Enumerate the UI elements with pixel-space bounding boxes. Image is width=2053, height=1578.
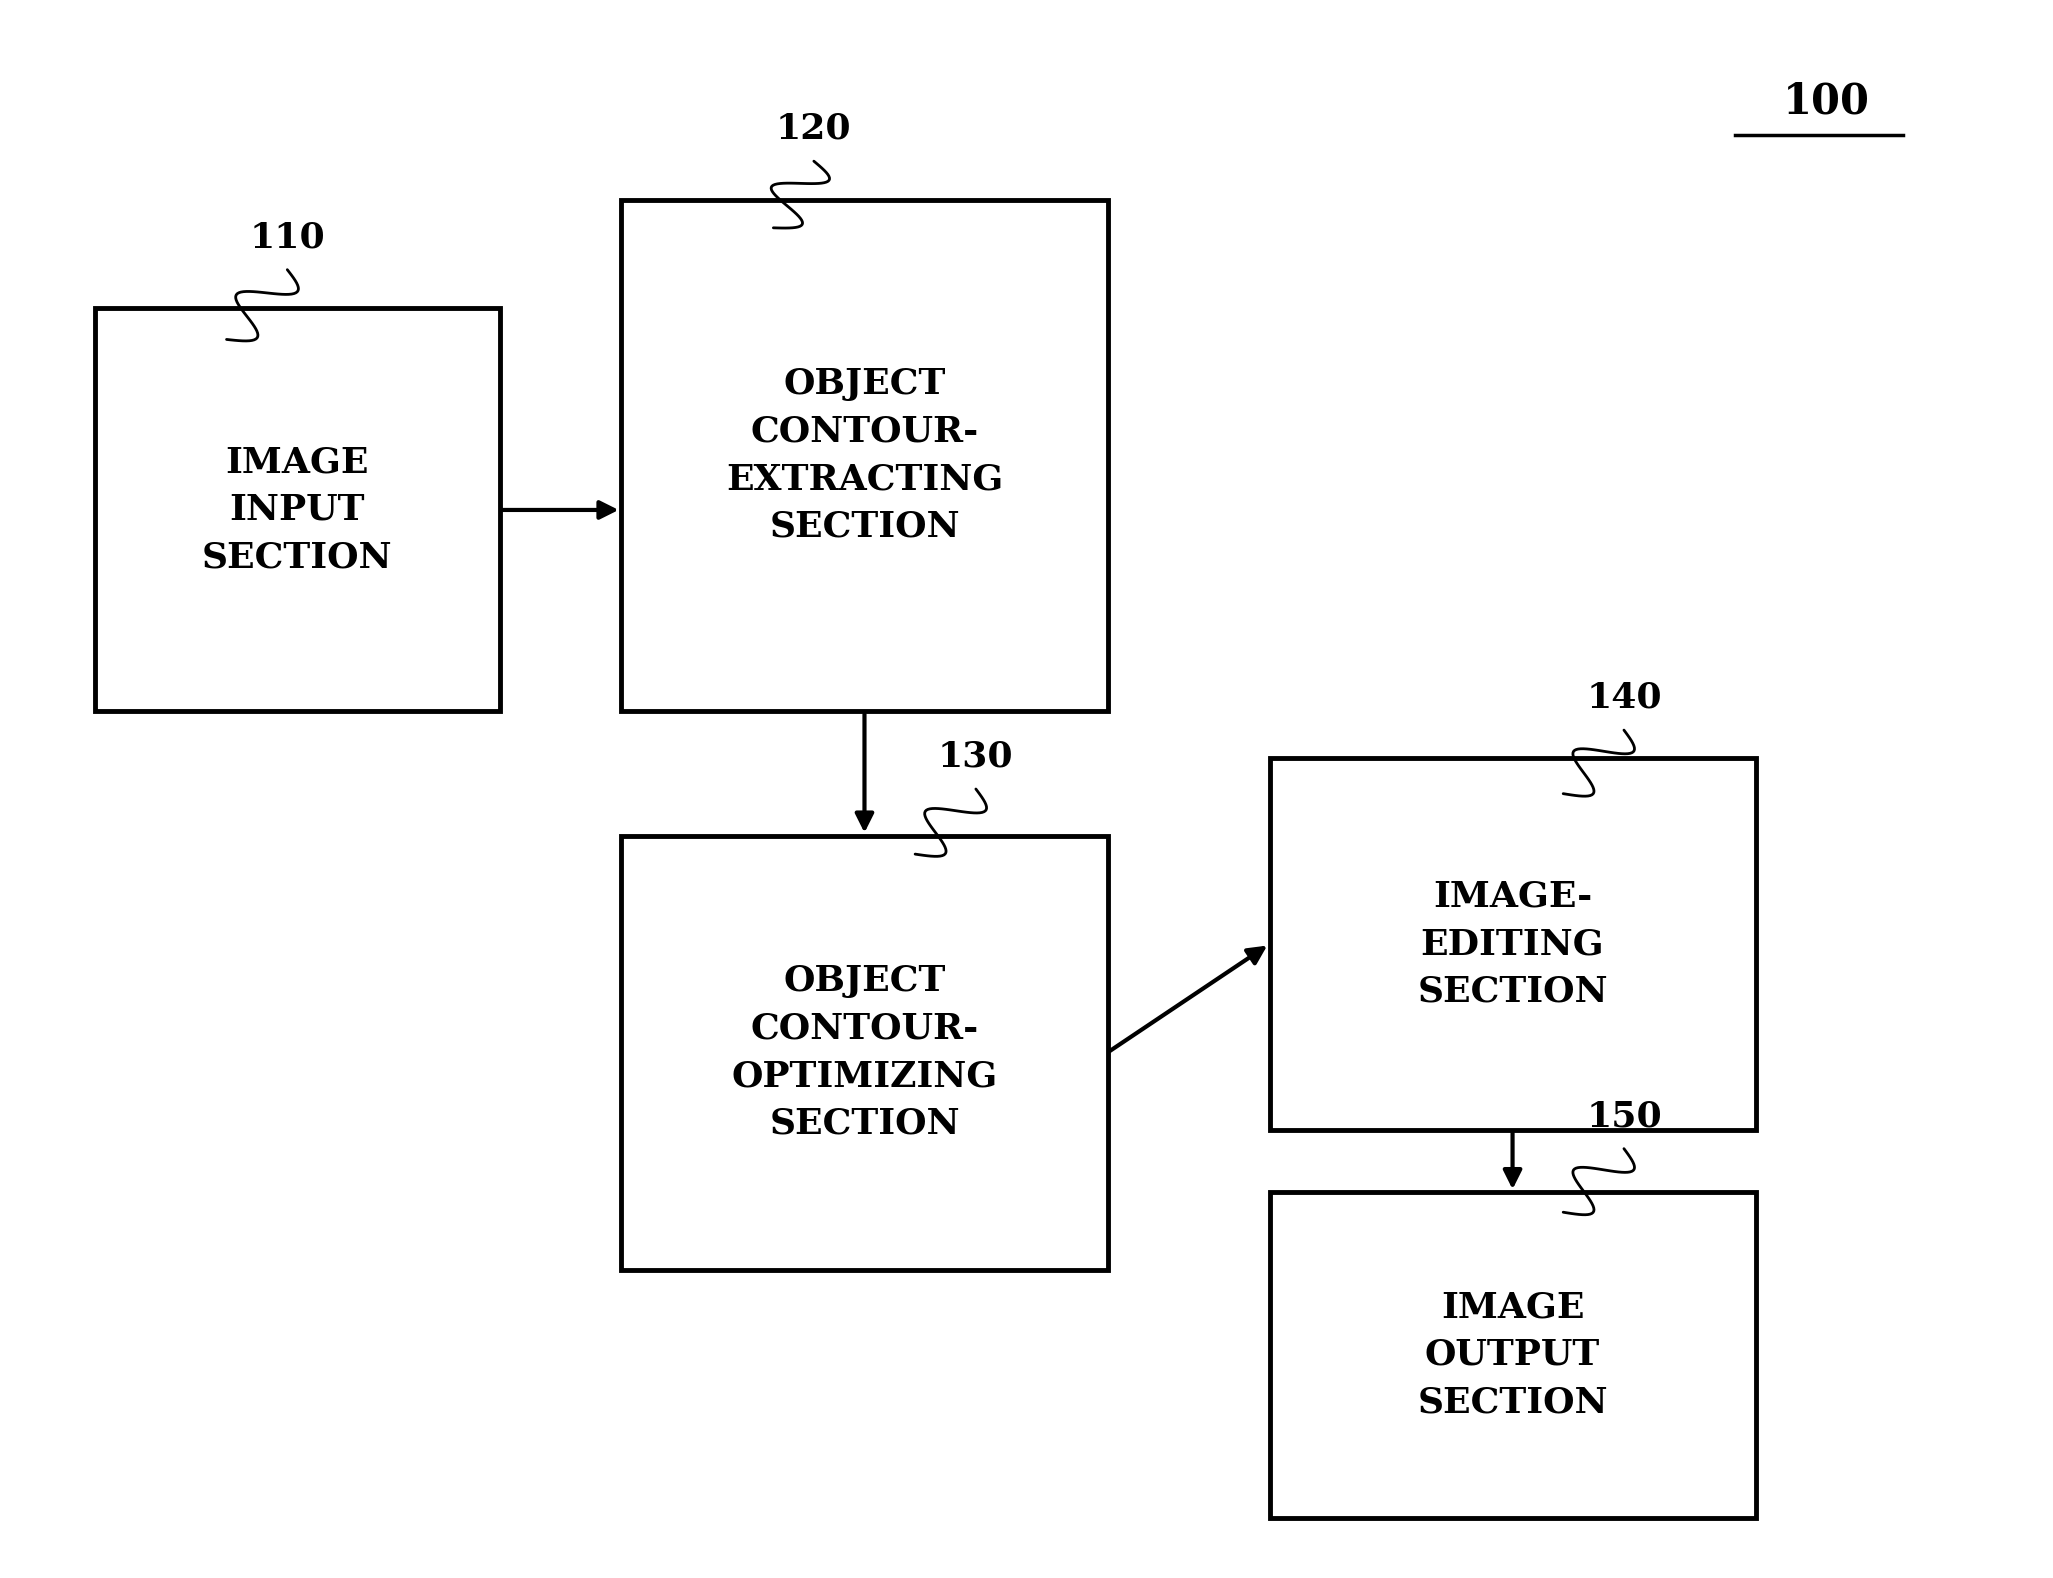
Text: IMAGE-
EDITING
SECTION: IMAGE- EDITING SECTION — [1417, 879, 1607, 1008]
Bar — [1269, 757, 1755, 1130]
Text: OBJECT
CONTOUR-
OPTIMIZING
SECTION: OBJECT CONTOUR- OPTIMIZING SECTION — [731, 964, 998, 1141]
Text: 110: 110 — [248, 221, 324, 254]
Text: OBJECT
CONTOUR-
EXTRACTING
SECTION: OBJECT CONTOUR- EXTRACTING SECTION — [727, 368, 1004, 544]
Text: IMAGE
INPUT
SECTION: IMAGE INPUT SECTION — [201, 445, 392, 574]
Text: 130: 130 — [938, 740, 1014, 773]
Text: 120: 120 — [776, 112, 852, 145]
Bar — [1269, 1191, 1755, 1518]
Bar — [622, 200, 1107, 712]
Bar — [94, 308, 501, 712]
Text: 100: 100 — [1782, 80, 1870, 123]
Text: 150: 150 — [1587, 1100, 1661, 1133]
Text: 140: 140 — [1587, 680, 1661, 715]
Bar — [622, 835, 1107, 1270]
Text: IMAGE
OUTPUT
SECTION: IMAGE OUTPUT SECTION — [1417, 1291, 1607, 1419]
